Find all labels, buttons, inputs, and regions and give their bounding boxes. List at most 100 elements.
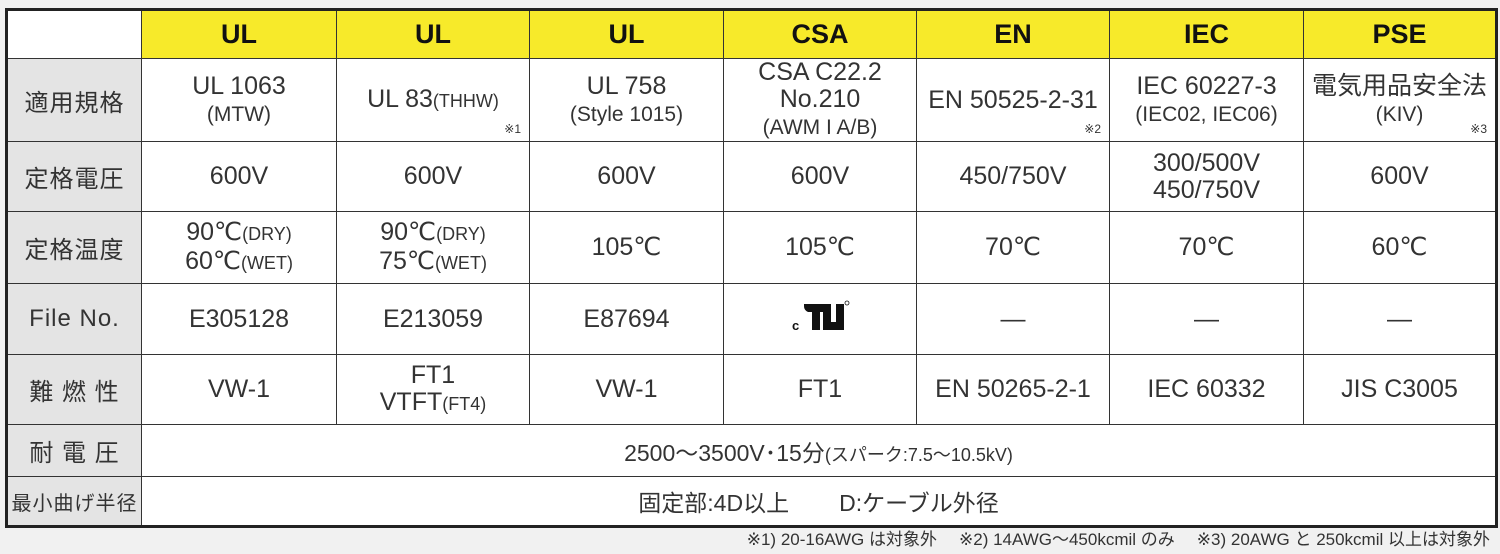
table-row: File No. E305128 E213059 E87694 c — — — <box>6 283 1497 355</box>
cell-value: 450/750V <box>959 162 1067 190</box>
bend-fixed: 固定部:4D以上 <box>638 490 790 516</box>
row-label: 最小曲げ半径 <box>6 476 142 527</box>
cell-value: 70℃ <box>1178 233 1235 261</box>
table-cell: 60℃ <box>1303 211 1497 284</box>
bend-radius-value: 固定部:4D以上 D:ケーブル外径 <box>141 476 1497 527</box>
table-cell: E213059 <box>336 283 530 355</box>
cell-value: E305128 <box>188 304 290 333</box>
cell-value: EN 50525-2-31 <box>928 85 1098 114</box>
row-label: 定格温度 <box>6 211 142 284</box>
table-cell: 105℃ <box>529 211 724 284</box>
row-label: 定格電圧 <box>6 141 142 212</box>
cell-value: FT1 <box>797 375 843 403</box>
spark-voltage: (スパーク:7.5〜10.5kV) <box>824 444 1013 465</box>
header-iec: IEC <box>1109 9 1304 59</box>
table-row: 定格温度 90℃(DRY) 60℃(WET) 90℃(DRY) 75℃(WET) 105℃… <box>6 211 1497 284</box>
cell-subvalue: (KIV) <box>1375 102 1424 126</box>
table-cell: 90℃(DRY) 75℃(WET) <box>336 211 530 284</box>
cell-value: 600V <box>403 162 463 190</box>
cell-subvalue: (Style 1015) <box>569 102 684 126</box>
cell-suffix-2: (WET) <box>240 252 293 273</box>
table-cell: 600V <box>723 141 917 212</box>
table-cell: E305128 <box>141 283 337 355</box>
cell-suffix: (THHW) <box>432 90 499 111</box>
table-cell: 電気用品安全法 (KIV) ※3 <box>1303 58 1497 142</box>
cell-subvalue: (AWM I A/B) <box>762 116 878 139</box>
table-cell: 105℃ <box>723 211 917 284</box>
table-cell: 450/750V <box>916 141 1110 212</box>
table-cell: VW-1 <box>529 354 724 425</box>
cell-subvalue: (MTW) <box>206 102 272 126</box>
header-csa: CSA <box>723 9 917 59</box>
cell-value: 600V <box>209 162 269 190</box>
cell-value: JIS C3005 <box>1341 375 1458 403</box>
cell-value: 90℃ <box>186 217 243 246</box>
table-cell: 300/500V 450/750V <box>1109 141 1304 212</box>
footnote-3: ※3) 20AWG と 250kcmil 以上は対象外 <box>1196 530 1490 549</box>
cell-value: 600V <box>790 162 850 190</box>
table-cell: 600V <box>336 141 530 212</box>
cell-value: IEC 60227-3 <box>1136 71 1277 100</box>
standards-table: UL UL UL CSA EN IEC PSE 適用規格 UL 1063 (MTW) UL 83(… <box>5 8 1498 528</box>
cell-value: UL 83 <box>367 84 433 113</box>
cul-logo: c <box>792 300 850 333</box>
bend-definition: D:ケーブル外径 <box>839 490 999 516</box>
table-cell: 70℃ <box>916 211 1110 284</box>
cell-value: 電気用品安全法 <box>1311 71 1487 100</box>
table-cell: FT1 <box>723 354 917 425</box>
cell-value: IEC 60332 <box>1147 375 1266 403</box>
table-cell: 600V <box>529 141 724 212</box>
cell-value: UL 758 <box>586 71 667 100</box>
table-row: 難 燃 性 VW-1 FT1 VTFT(FT4) VW-1 FT1 EN 50265-2-1… <box>6 354 1497 425</box>
table-cell: CSA C22.2 No.210 (AWM I A/B) <box>723 58 917 142</box>
table-cell: — <box>1109 283 1304 355</box>
table-cell: E87694 <box>529 283 724 355</box>
table-cell: c <box>723 283 917 355</box>
table-cell: IEC 60227-3 (IEC02, IEC06) <box>1109 58 1304 142</box>
cell-value: E87694 <box>583 304 670 333</box>
cell-value: 300/500V <box>1152 148 1261 177</box>
header-row: UL UL UL CSA EN IEC PSE <box>6 9 1497 59</box>
cell-suffix: (DRY) <box>436 223 486 244</box>
cell-value: CSA C22.2 No.210 <box>758 58 882 113</box>
header-ul: UL <box>529 9 724 59</box>
table-row: 定格電圧 600V 600V 600V 600V 450/750V 300/500V 450/… <box>6 141 1497 212</box>
cell-subvalue: (IEC02, IEC06) <box>1135 102 1278 126</box>
withstand-row: 耐 電 圧 2500〜3500V･15分(スパーク:7.5〜10.5kV) <box>6 424 1497 477</box>
table-cell: IEC 60332 <box>1109 354 1304 425</box>
withstand-voltage: 2500〜3500V･15分 <box>624 439 825 466</box>
cell-value: EN 50265-2-1 <box>935 375 1091 403</box>
corner-cell <box>6 9 142 59</box>
cell-value: VW-1 <box>595 375 658 403</box>
withstand-value: 2500〜3500V･15分(スパーク:7.5〜10.5kV) <box>141 424 1497 477</box>
cell-value: 105℃ <box>785 233 855 261</box>
footnote-2: ※2) 14AWG〜450kcmil のみ <box>959 530 1175 549</box>
header-en: EN <box>916 9 1110 59</box>
table-cell: UL 1063 (MTW) <box>141 58 337 142</box>
cell-value: 600V <box>1370 162 1429 190</box>
cell-value: 105℃ <box>591 233 662 261</box>
header-ul: UL <box>336 9 530 59</box>
table-cell: 90℃(DRY) 60℃(WET) <box>141 211 337 284</box>
footnote-mark: ※1 <box>504 122 521 136</box>
header-ul: UL <box>141 9 337 59</box>
cell-suffix-2: (FT4) <box>442 393 487 414</box>
table-cell: EN 50265-2-1 <box>916 354 1110 425</box>
table-cell: — <box>916 283 1110 355</box>
svg-text:c: c <box>792 318 799 333</box>
row-label: 耐 電 圧 <box>6 424 142 477</box>
cell-suffix-2: (WET) <box>434 252 487 273</box>
footnote-1: ※1) 20-16AWG は対象外 <box>746 530 937 549</box>
table-cell: EN 50525-2-31 ※2 <box>916 58 1110 142</box>
cell-value: UL 1063 <box>192 71 286 100</box>
cell-value: FT1 <box>410 360 456 389</box>
table-cell: UL 758 (Style 1015) <box>529 58 724 142</box>
cell-value-2: 60℃ <box>185 246 241 275</box>
table-cell: JIS C3005 <box>1303 354 1497 425</box>
cell-value-2: 450/750V <box>1152 175 1261 204</box>
row-label: 適用規格 <box>6 58 142 142</box>
cell-value: E213059 <box>382 304 484 333</box>
row-label: 難 燃 性 <box>6 354 142 425</box>
table-cell: VW-1 <box>141 354 337 425</box>
header-pse: PSE <box>1303 9 1497 59</box>
